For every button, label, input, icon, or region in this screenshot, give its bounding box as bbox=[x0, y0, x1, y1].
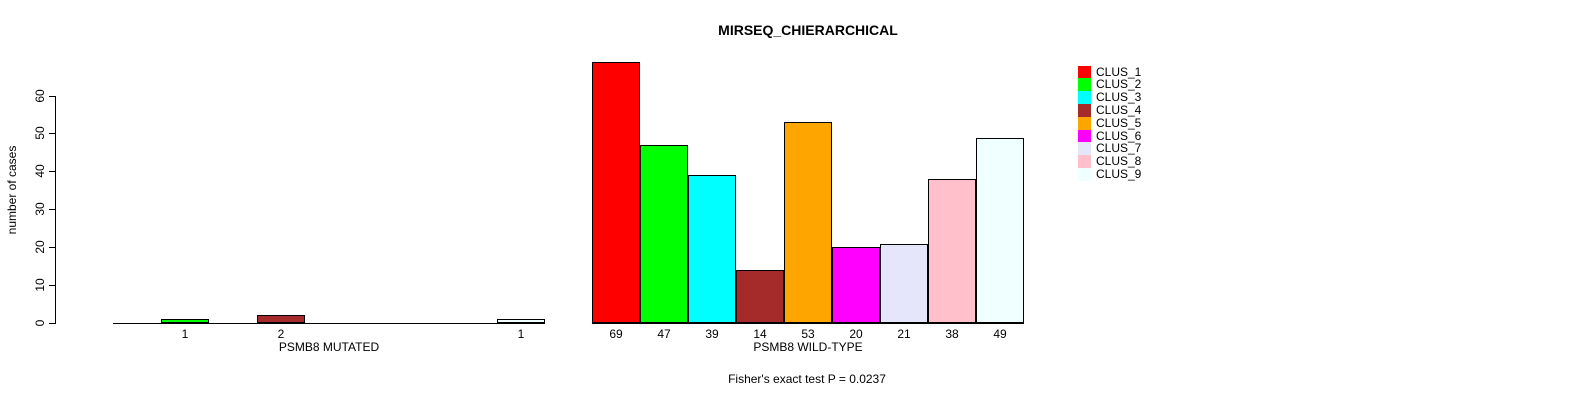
bar-clus_7 bbox=[880, 243, 928, 323]
legend-label-clus_9: CLUS_9 bbox=[1096, 166, 1142, 181]
bar-value-label: 49 bbox=[993, 327, 1007, 341]
y-tick-mark bbox=[49, 95, 55, 97]
bar-value-label: 21 bbox=[897, 327, 911, 341]
bar-clus_5 bbox=[784, 121, 832, 323]
legend-label-clus_1: CLUS_1 bbox=[1096, 64, 1142, 79]
bar-clus_2 bbox=[640, 144, 688, 323]
legend-swatch-clus_9 bbox=[1078, 167, 1091, 181]
bar-clus_4 bbox=[736, 269, 784, 323]
x-axis-baseline bbox=[113, 322, 545, 324]
bar-clus_2 bbox=[161, 318, 209, 323]
legend-label-clus_3: CLUS_3 bbox=[1096, 90, 1142, 105]
bar-clus_8 bbox=[928, 178, 976, 323]
legend-swatch-clus_3 bbox=[1078, 91, 1091, 105]
y-tick-label: 10 bbox=[33, 277, 47, 292]
bar-value-label: 2 bbox=[277, 327, 285, 341]
bar-value-label: 38 bbox=[945, 327, 959, 341]
bar-value-label: 69 bbox=[609, 327, 623, 341]
y-tick-label: 50 bbox=[33, 126, 47, 141]
bar-value-label: 1 bbox=[517, 327, 525, 341]
bar-clus_4 bbox=[257, 314, 305, 323]
fisher-test-footnote: Fisher's exact test P = 0.0237 bbox=[728, 372, 886, 386]
bar-value-label: 20 bbox=[849, 327, 863, 341]
y-tick-label: 20 bbox=[33, 240, 47, 254]
y-tick-label: 60 bbox=[33, 88, 47, 103]
y-tick-mark bbox=[49, 284, 55, 286]
legend-label-clus_4: CLUS_4 bbox=[1096, 102, 1142, 117]
bar-clus_6 bbox=[832, 246, 880, 323]
legend-swatch-clus_7 bbox=[1078, 142, 1091, 156]
y-tick-label: 0 bbox=[33, 319, 47, 326]
legend-swatch-clus_1 bbox=[1078, 65, 1091, 79]
legend-swatch-clus_4 bbox=[1078, 103, 1091, 117]
y-axis-title: number of cases bbox=[5, 145, 19, 235]
legend-label-clus_8: CLUS_8 bbox=[1096, 154, 1142, 169]
legend-label-clus_7: CLUS_7 bbox=[1096, 141, 1142, 156]
group-label-psmb8-wild-type: PSMB8 WILD-TYPE bbox=[753, 340, 863, 354]
legend-swatch-clus_2 bbox=[1078, 78, 1091, 92]
bar-clus_1 bbox=[592, 61, 640, 323]
y-tick-label: 30 bbox=[33, 202, 47, 216]
y-tick-mark bbox=[49, 246, 55, 248]
bar-clus_9 bbox=[976, 137, 1024, 323]
legend-label-clus_6: CLUS_6 bbox=[1096, 128, 1142, 143]
legend-swatch-clus_5 bbox=[1078, 116, 1091, 130]
bar-clus_3 bbox=[688, 174, 736, 323]
bar-clus_9 bbox=[497, 318, 545, 323]
y-tick-mark bbox=[49, 209, 55, 210]
legend-label-clus_5: CLUS_5 bbox=[1096, 115, 1142, 130]
legend-swatch-clus_8 bbox=[1078, 155, 1091, 169]
bar-value-label: 14 bbox=[753, 327, 767, 341]
legend-swatch-clus_6 bbox=[1078, 129, 1091, 143]
y-axis-line bbox=[55, 95, 56, 324]
y-tick-mark bbox=[49, 133, 55, 135]
bar-value-label: 47 bbox=[657, 327, 671, 341]
chart-title: MIRSEQ_CHIERARCHICAL bbox=[718, 22, 898, 38]
bar-value-label: 39 bbox=[705, 327, 719, 341]
y-tick-label: 40 bbox=[33, 164, 47, 178]
group-label-psmb8-mutated: PSMB8 MUTATED bbox=[278, 340, 380, 354]
bar-value-label: 53 bbox=[801, 327, 815, 341]
legend-label-clus_2: CLUS_2 bbox=[1096, 77, 1142, 92]
bar-value-label: 1 bbox=[181, 327, 189, 341]
y-tick-mark bbox=[49, 171, 55, 173]
y-tick-mark bbox=[49, 322, 55, 324]
x-axis-baseline bbox=[592, 322, 1024, 324]
